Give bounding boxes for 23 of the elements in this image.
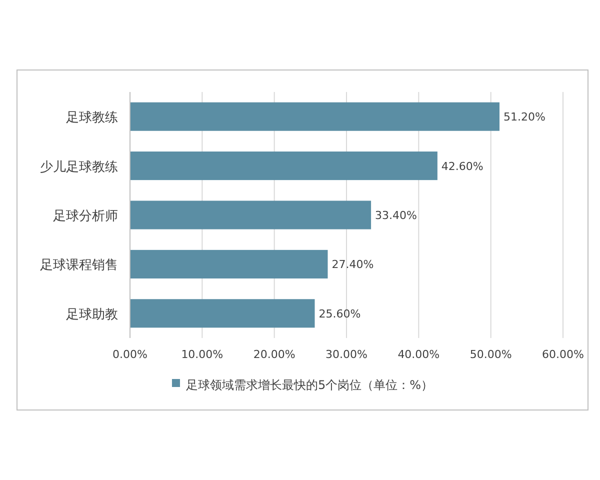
bar: [130, 102, 500, 131]
bar: [130, 299, 315, 328]
bar: [130, 250, 328, 278]
x-tick-label: 10.00%: [181, 348, 224, 361]
data-label: 25.60%: [318, 307, 361, 320]
data-label: 33.40%: [375, 209, 417, 222]
x-tick-label: 20.00%: [253, 348, 296, 361]
x-tick-label: 0.00%: [112, 348, 148, 361]
x-tick-label: 30.00%: [326, 348, 368, 361]
data-label: 42.60%: [441, 160, 484, 173]
x-tick-label: 50.00%: [470, 348, 512, 361]
data-label: 27.40%: [332, 258, 374, 272]
x-tick-label: 40.00%: [398, 348, 440, 361]
bar: [130, 152, 438, 180]
y-tick-label: 少儿足球教练: [40, 160, 118, 175]
y-tick-label: 足球助教: [66, 307, 118, 322]
y-tick-label: 足球教练: [66, 110, 118, 126]
y-tick-label: 足球分析师: [53, 209, 118, 224]
x-tick-label: 60.00%: [542, 348, 584, 361]
bar: [130, 200, 372, 230]
y-tick-label: 足球课程销售: [40, 258, 118, 274]
data-label: 51.20%: [503, 110, 546, 124]
legend-label: 足球领域需求增长最快的5个岗位（单位：%）: [186, 378, 434, 392]
